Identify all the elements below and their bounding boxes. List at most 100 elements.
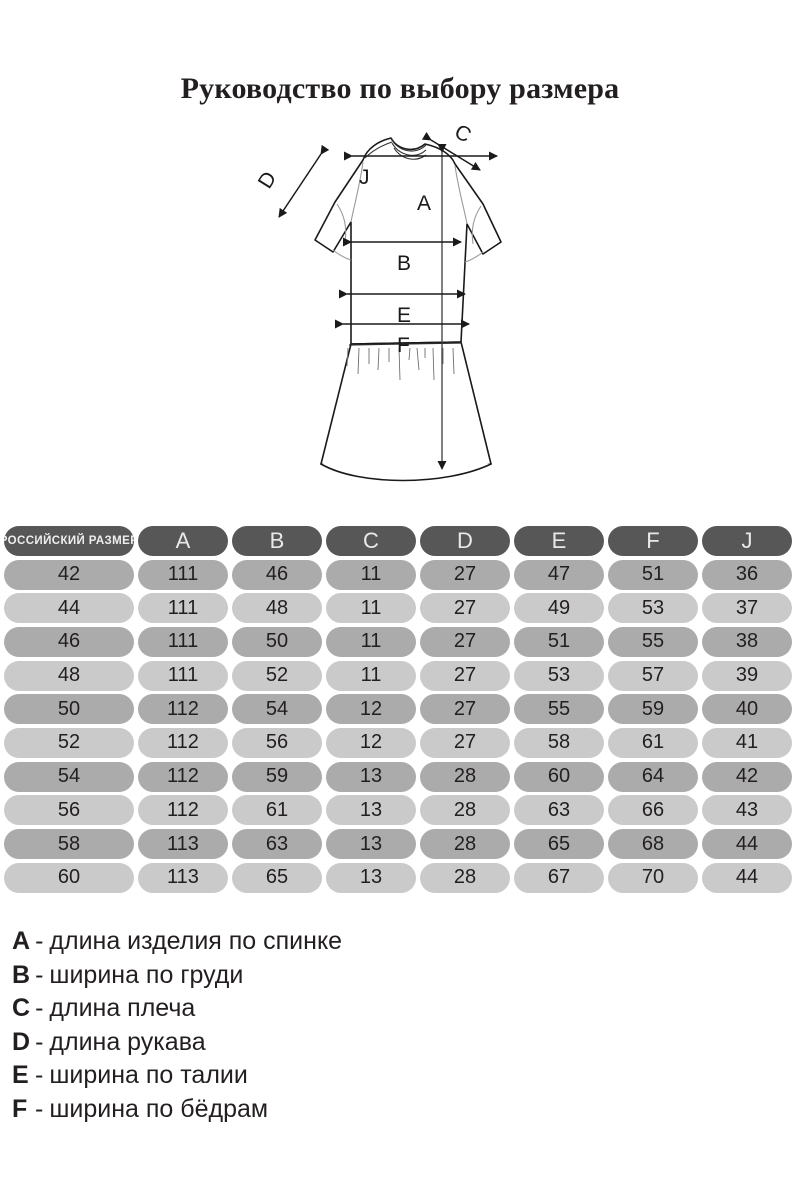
cell-e: 49 bbox=[514, 593, 604, 624]
cell-c: 11 bbox=[326, 626, 416, 657]
legend-item: F - ширина по бёдрам bbox=[12, 1093, 612, 1127]
cell-size: 50 bbox=[4, 694, 134, 725]
cell-d: 28 bbox=[420, 795, 510, 826]
column-header-d: D bbox=[420, 525, 510, 556]
cell-e: 58 bbox=[514, 727, 604, 758]
dress-measurement-diagram: A J C D B E F bbox=[255, 112, 555, 502]
cell-a: 112 bbox=[138, 795, 228, 826]
cell-e: 51 bbox=[514, 626, 604, 657]
legend-item: C - длина плеча bbox=[12, 992, 612, 1026]
cell-a: 112 bbox=[138, 727, 228, 758]
measure-line-C bbox=[421, 131, 481, 171]
legend-text: ширина по груди bbox=[49, 960, 244, 989]
table-row[interactable]: 54 112 59 13 28 60 64 42 bbox=[4, 760, 796, 794]
cell-f: 68 bbox=[608, 829, 698, 860]
cell-b: 65 bbox=[232, 862, 322, 893]
cell-d: 27 bbox=[420, 593, 510, 624]
legend-item: A - длина изделия по спинке bbox=[12, 925, 612, 959]
cell-e: 60 bbox=[514, 761, 604, 792]
diagram-label-J: J bbox=[359, 166, 370, 189]
cell-b: 52 bbox=[232, 660, 322, 691]
table-row[interactable]: 48 111 52 11 27 53 57 39 bbox=[4, 659, 796, 693]
column-header-e: E bbox=[514, 525, 604, 556]
cell-j: 42 bbox=[702, 761, 792, 792]
cell-e: 63 bbox=[514, 795, 604, 826]
cell-f: 64 bbox=[608, 761, 698, 792]
measure-line-D bbox=[278, 144, 330, 218]
cell-c: 12 bbox=[326, 694, 416, 725]
diagram-label-B: B bbox=[397, 252, 411, 275]
cell-size: 60 bbox=[4, 862, 134, 893]
legend-letter: E bbox=[12, 1061, 29, 1089]
cell-d: 28 bbox=[420, 829, 510, 860]
cell-c: 11 bbox=[326, 593, 416, 624]
legend-text: ширина по бёдрам bbox=[49, 1094, 269, 1123]
cell-c: 13 bbox=[326, 795, 416, 826]
cell-c: 13 bbox=[326, 862, 416, 893]
cell-d: 28 bbox=[420, 862, 510, 893]
legend-dash: - bbox=[35, 1094, 44, 1123]
legend-text: ширина по талии bbox=[49, 1061, 248, 1089]
cell-size: 52 bbox=[4, 727, 134, 758]
diagram-label-A: A bbox=[417, 192, 431, 215]
column-header-f: F bbox=[608, 525, 698, 556]
cell-j: 44 bbox=[702, 829, 792, 860]
cell-size: 58 bbox=[4, 829, 134, 860]
cell-d: 27 bbox=[420, 626, 510, 657]
cell-b: 54 bbox=[232, 694, 322, 725]
cell-size: 44 bbox=[4, 593, 134, 624]
table-row[interactable]: 60 113 65 13 28 67 70 44 bbox=[4, 861, 796, 895]
table-header-row: РОССИЙСКИЙ РАЗМЕР A B C D E F J bbox=[4, 524, 796, 558]
column-header-c: C bbox=[326, 525, 416, 556]
cell-e: 65 bbox=[514, 829, 604, 860]
cell-a: 111 bbox=[138, 559, 228, 590]
cell-j: 37 bbox=[702, 593, 792, 624]
table-row[interactable]: 42 111 46 11 27 47 51 36 bbox=[4, 558, 796, 592]
cell-c: 11 bbox=[326, 559, 416, 590]
table-row[interactable]: 56 112 61 13 28 63 66 43 bbox=[4, 794, 796, 828]
cell-f: 51 bbox=[608, 559, 698, 590]
legend-dash: - bbox=[35, 1061, 44, 1089]
cell-j: 43 bbox=[702, 795, 792, 826]
legend-text: длина изделия по спинке bbox=[49, 927, 343, 955]
table-row[interactable]: 46 111 50 11 27 51 55 38 bbox=[4, 625, 796, 659]
cell-a: 113 bbox=[138, 829, 228, 860]
cell-j: 39 bbox=[702, 660, 792, 691]
cell-f: 59 bbox=[608, 694, 698, 725]
cell-j: 44 bbox=[702, 862, 792, 893]
cell-a: 113 bbox=[138, 862, 228, 893]
legend-letter: A bbox=[12, 927, 31, 955]
cell-f: 66 bbox=[608, 795, 698, 826]
cell-f: 61 bbox=[608, 727, 698, 758]
cell-d: 27 bbox=[420, 660, 510, 691]
cell-d: 28 bbox=[420, 761, 510, 792]
size-table: РОССИЙСКИЙ РАЗМЕР A B C D E F J 42 111 4… bbox=[4, 524, 796, 895]
page-title: Руководство по выбору размера bbox=[180, 72, 620, 105]
cell-size: 56 bbox=[4, 795, 134, 826]
table-row[interactable]: 58 113 63 13 28 65 68 44 bbox=[4, 827, 796, 861]
cell-c: 12 bbox=[326, 727, 416, 758]
cell-f: 55 bbox=[608, 626, 698, 657]
diagram-label-C: C bbox=[451, 120, 475, 147]
legend-text: длина рукава bbox=[49, 1027, 206, 1056]
legend-letter: D bbox=[12, 1027, 31, 1056]
cell-c: 13 bbox=[326, 761, 416, 792]
cell-a: 112 bbox=[138, 761, 228, 792]
diagram-label-D: D bbox=[255, 168, 281, 193]
legend-item: E - ширина по талии bbox=[12, 1059, 612, 1093]
cell-b: 56 bbox=[232, 727, 322, 758]
legend-dash: - bbox=[35, 1027, 44, 1056]
cell-d: 27 bbox=[420, 694, 510, 725]
legend-dash: - bbox=[35, 960, 44, 989]
cell-b: 48 bbox=[232, 593, 322, 624]
cell-f: 57 bbox=[608, 660, 698, 691]
column-header-j: J bbox=[702, 525, 792, 556]
legend-item: B - ширина по груди bbox=[12, 959, 612, 993]
diagram-label-F: F bbox=[397, 334, 410, 357]
table-row[interactable]: 52 112 56 12 27 58 61 41 bbox=[4, 726, 796, 760]
cell-e: 47 bbox=[514, 559, 604, 590]
table-row[interactable]: 44 111 48 11 27 49 53 37 bbox=[4, 591, 796, 625]
cell-a: 111 bbox=[138, 660, 228, 691]
cell-c: 11 bbox=[326, 660, 416, 691]
table-row[interactable]: 50 112 54 12 27 55 59 40 bbox=[4, 692, 796, 726]
